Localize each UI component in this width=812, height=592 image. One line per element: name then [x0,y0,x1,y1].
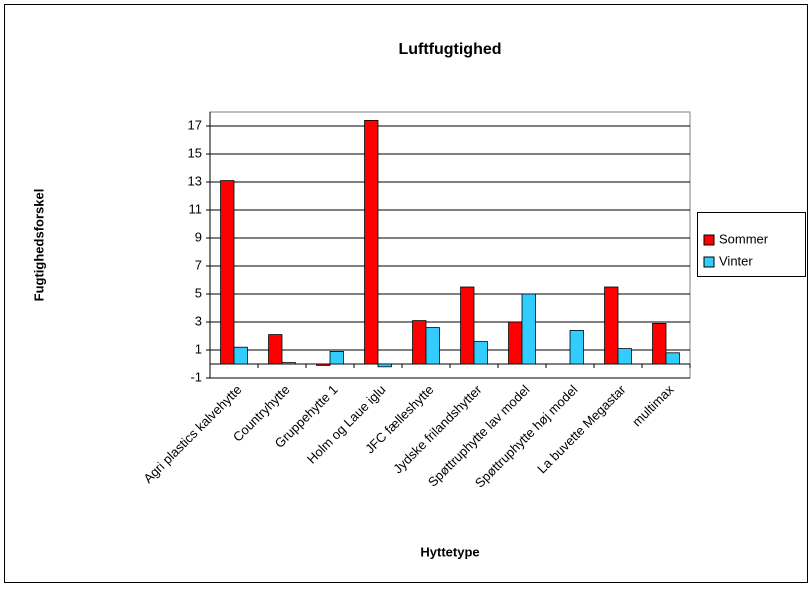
y-axis-label: Fugtighedsforskel [31,189,46,302]
bar [617,348,632,365]
bar [220,180,235,365]
y-tick-label: 3 [195,313,202,328]
bar [329,350,344,365]
y-tick-label: 1 [195,341,202,356]
chart-title: Luftfugtighed [398,41,501,58]
y-tick-label: 17 [188,117,202,132]
bar [377,363,392,368]
bar [665,352,680,365]
bar [569,329,584,365]
bar [268,334,283,365]
x-axis-label: Hyttetype [420,544,479,559]
bar [364,120,379,365]
bar [412,320,427,365]
bar [508,321,523,365]
bar [521,293,536,365]
y-tick-label: 7 [195,257,202,272]
bar [233,346,248,365]
y-tick-label: 9 [195,229,202,244]
legend-box [697,212,806,277]
bar [604,286,619,365]
legend-label: Sommer [719,231,769,246]
bar [460,286,475,365]
bar [316,363,331,366]
y-tick-label: 13 [188,173,202,188]
legend-swatch [703,256,715,268]
legend-swatch [703,234,715,246]
bar [652,322,667,365]
y-tick-label: 5 [195,285,202,300]
y-tick-label: 11 [189,201,203,216]
bar [281,362,296,365]
y-tick-label: -1 [190,369,202,384]
y-tick-label: 15 [188,145,202,160]
bar [473,341,488,365]
bar [425,327,440,365]
legend-label: Vinter [719,253,753,268]
